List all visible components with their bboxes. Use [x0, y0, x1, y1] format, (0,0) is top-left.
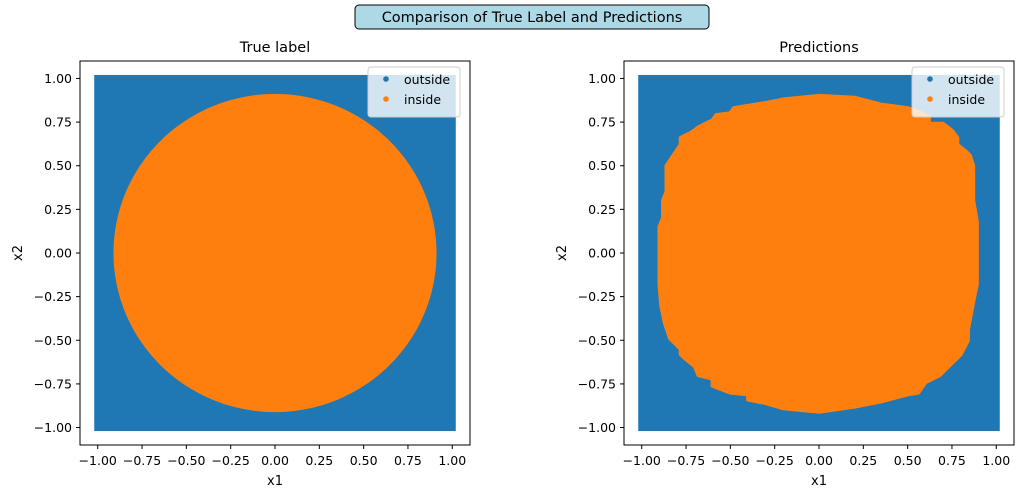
y-tick-label: −1.00	[578, 420, 616, 435]
x-tick-label: −0.25	[756, 453, 794, 468]
plot-area	[638, 74, 1000, 432]
legend-marker-outside	[927, 76, 933, 82]
legend-marker-outside	[383, 76, 389, 82]
legend-box	[911, 66, 1005, 118]
y-tick-label: 0.25	[44, 202, 72, 217]
y-tick-label: −0.75	[34, 376, 72, 391]
y-axis-ticks: −1.00 −0.75 −0.50 −0.25 0.00 0.25 0.50 0.75 1.00	[578, 71, 624, 435]
y-tick-label: −0.75	[578, 376, 616, 391]
y-axis-label: x2	[555, 245, 570, 261]
y-tick-label: 0.50	[588, 158, 616, 173]
suptitle: Comparison of True Label and Predictions	[382, 10, 683, 26]
x-tick-label: −1.00	[623, 453, 661, 468]
plot-area	[94, 74, 456, 432]
y-tick-label: −0.50	[34, 333, 72, 348]
x-tick-label: −0.75	[123, 453, 161, 468]
legend-label-inside: inside	[404, 92, 441, 107]
x-axis-ticks: −1.00 −0.75 −0.50 −0.25 0.00 0.25 0.50 0.75 1.00	[623, 445, 1010, 468]
x-tick-label: 0.50	[894, 453, 922, 468]
legend-label-inside: inside	[948, 92, 985, 107]
legend-marker-inside	[927, 96, 933, 102]
y-axis-label: x2	[11, 245, 26, 261]
y-tick-label: 0.75	[44, 115, 72, 130]
suptitle-group: Comparison of True Label and Predictions	[354, 4, 710, 30]
x-axis-label: x1	[267, 474, 283, 489]
subplot-true-label: −1.00 −0.75 −0.50 −0.25 0.00 0.25 0.50 0.75 1.00…	[11, 40, 471, 489]
x-tick-label: 1.00	[438, 453, 466, 468]
y-axis-ticks: −1.00 −0.75 −0.50 −0.25 0.00 0.25 0.50 0.75 1.00	[34, 71, 80, 435]
subplot-title: Predictions	[779, 40, 859, 56]
y-tick-label: −0.50	[578, 333, 616, 348]
y-tick-label: 0.50	[44, 158, 72, 173]
x-axis-label: x1	[811, 474, 827, 489]
x-tick-label: 0.75	[938, 453, 966, 468]
x-tick-label: 1.00	[982, 453, 1010, 468]
legend: outside inside	[367, 66, 461, 118]
series-inside-region	[657, 93, 979, 414]
x-tick-label: 0.00	[805, 453, 833, 468]
y-tick-label: 0.25	[588, 202, 616, 217]
x-tick-label: 0.25	[305, 453, 333, 468]
suptitle-box	[354, 4, 710, 30]
x-tick-label: 0.00	[261, 453, 289, 468]
x-tick-label: 0.50	[350, 453, 378, 468]
legend-box	[367, 66, 461, 118]
legend-label-outside: outside	[948, 72, 994, 87]
y-tick-label: 1.00	[588, 71, 616, 86]
x-tick-label: −0.25	[212, 453, 250, 468]
x-tick-label: −0.75	[667, 453, 705, 468]
y-tick-label: 0.00	[44, 246, 72, 261]
subplot-predictions: −1.00 −0.75 −0.50 −0.25 0.00 0.25 0.50 0.75 1.00…	[555, 40, 1015, 489]
y-tick-label: −1.00	[34, 420, 72, 435]
series-inside-region	[113, 93, 437, 413]
y-tick-label: 0.00	[588, 246, 616, 261]
y-tick-label: −0.25	[578, 289, 616, 304]
x-tick-label: −0.50	[711, 453, 749, 468]
legend-marker-inside	[383, 96, 389, 102]
x-axis-ticks: −1.00 −0.75 −0.50 −0.25 0.00 0.25 0.50 0.75 1.00	[79, 445, 466, 468]
y-tick-label: −0.25	[34, 289, 72, 304]
x-tick-label: 0.75	[394, 453, 422, 468]
y-tick-label: 0.75	[588, 115, 616, 130]
x-tick-label: −0.50	[167, 453, 205, 468]
subplot-title: True label	[239, 40, 310, 56]
x-tick-label: −1.00	[79, 453, 117, 468]
legend: outside inside	[911, 66, 1005, 118]
x-tick-label: 0.25	[849, 453, 877, 468]
legend-label-outside: outside	[404, 72, 450, 87]
y-tick-label: 1.00	[44, 71, 72, 86]
